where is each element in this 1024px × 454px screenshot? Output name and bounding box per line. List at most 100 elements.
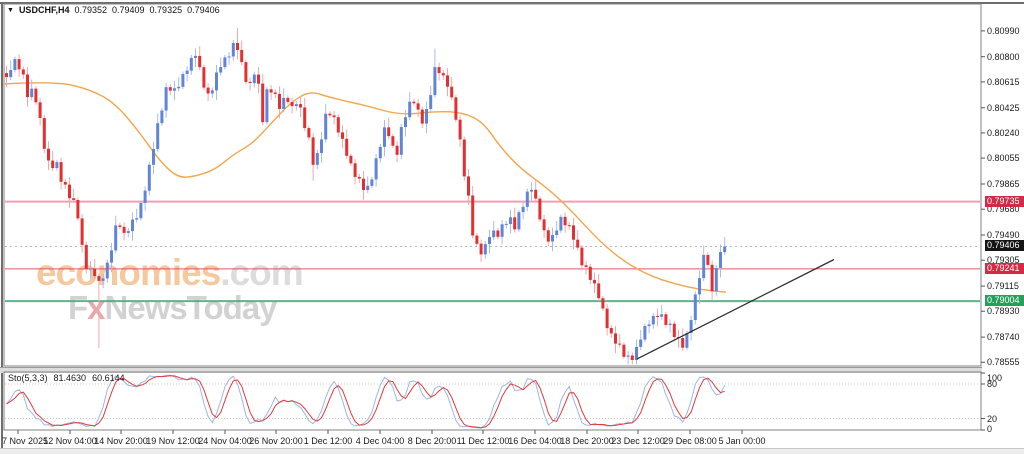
candle [635, 346, 638, 360]
candle [299, 104, 302, 108]
candle [399, 127, 403, 155]
candle [219, 67, 223, 73]
candle [34, 88, 38, 103]
candle [395, 145, 399, 155]
candle [412, 101, 416, 104]
candle [143, 190, 147, 203]
candle [500, 224, 504, 237]
candle [605, 308, 609, 329]
candle [546, 230, 550, 242]
candle [609, 328, 613, 334]
candle [17, 59, 21, 70]
stochastic-signal-value: 60.6144 [92, 373, 125, 383]
candle [118, 225, 122, 227]
date-label: 8 Dec 20:00 [407, 436, 457, 446]
level-price-badge: 0.79241 [985, 262, 1024, 274]
candle [622, 344, 626, 357]
price-tick-label: 0.80615 [987, 76, 1020, 87]
window-bottom-edge [0, 448, 1024, 454]
candle [63, 181, 67, 185]
candle [257, 74, 260, 84]
candle [168, 87, 172, 91]
stochastic-label: Sto(5,3,3) 81.4630 60.6144 [8, 373, 125, 383]
candle [362, 178, 365, 191]
price-tick-label: 0.79680 [987, 204, 1020, 215]
candle [618, 343, 622, 345]
candle [341, 132, 344, 139]
date-label: 14 Nov 20:00 [94, 436, 148, 446]
price-levels-layer [5, 200, 980, 303]
candle [227, 56, 231, 58]
candle [206, 87, 210, 94]
candle [446, 75, 449, 87]
candle [336, 117, 340, 133]
candle [135, 218, 139, 220]
candle [357, 176, 361, 179]
date-label: 7 Nov 2025 [2, 436, 49, 446]
candle [668, 323, 672, 325]
date-label: 5 Jan 00:00 [718, 436, 766, 446]
date-label: 23 Dec 12:00 [611, 436, 665, 446]
candle [542, 219, 546, 231]
panel-splitter[interactable] [0, 367, 982, 373]
candle [80, 218, 84, 245]
candle [559, 216, 563, 231]
date-label: 19 Nov 12:00 [146, 436, 200, 446]
candle [147, 164, 151, 191]
candle [404, 117, 407, 127]
candle [181, 74, 185, 87]
candle [551, 235, 554, 242]
candle [429, 95, 433, 109]
candle [672, 323, 676, 337]
candle [13, 59, 17, 70]
candle [315, 153, 319, 165]
candle [626, 355, 630, 357]
price-tick-label: 0.80240 [987, 127, 1020, 138]
candle [525, 191, 529, 207]
ohlc-open: 0.79352 [74, 5, 107, 15]
candle [51, 160, 55, 169]
candle [563, 216, 567, 226]
price-tick-label: 0.79865 [987, 178, 1020, 189]
candle [68, 184, 71, 199]
watermark-brand-text: economies [36, 252, 221, 293]
candle [324, 113, 328, 140]
candle [349, 155, 353, 164]
candle [576, 239, 580, 248]
ohlc-low: 0.79325 [149, 5, 183, 15]
date-label: 18 Dec 20:00 [560, 436, 614, 446]
watermark-suffix-text: .com [220, 252, 303, 293]
candle [139, 203, 143, 219]
candle [345, 138, 349, 156]
stochastic-main-line [6, 374, 726, 429]
trendline[interactable] [636, 258, 835, 360]
candle [693, 294, 697, 320]
chart-title-bar: ▼ USDCHF,H4 0.79352 0.79409 0.79325 0.79… [7, 5, 220, 15]
candle [593, 279, 596, 284]
candle [488, 237, 491, 244]
candle [105, 262, 109, 279]
candle [269, 89, 273, 93]
date-label: 1 Dec 12:00 [303, 436, 353, 446]
candle [202, 67, 206, 88]
candle [647, 324, 651, 326]
candle [509, 217, 512, 224]
candle [72, 198, 76, 200]
candle [93, 268, 97, 277]
symbol-dropdown-icon[interactable]: ▼ [7, 6, 14, 14]
panel-borders [3, 3, 982, 431]
candle [47, 148, 50, 161]
ohlc-high: 0.79409 [112, 5, 145, 15]
candle [126, 231, 130, 233]
stochastic-layer [5, 374, 980, 429]
candle [261, 83, 265, 123]
candle [614, 333, 617, 344]
window-left-border [1, 2, 3, 448]
candle [97, 276, 101, 281]
candle [30, 88, 34, 98]
candle [38, 102, 42, 118]
candle [706, 255, 710, 265]
price-tick-label: 0.78555 [987, 357, 1020, 368]
candle [55, 162, 59, 168]
